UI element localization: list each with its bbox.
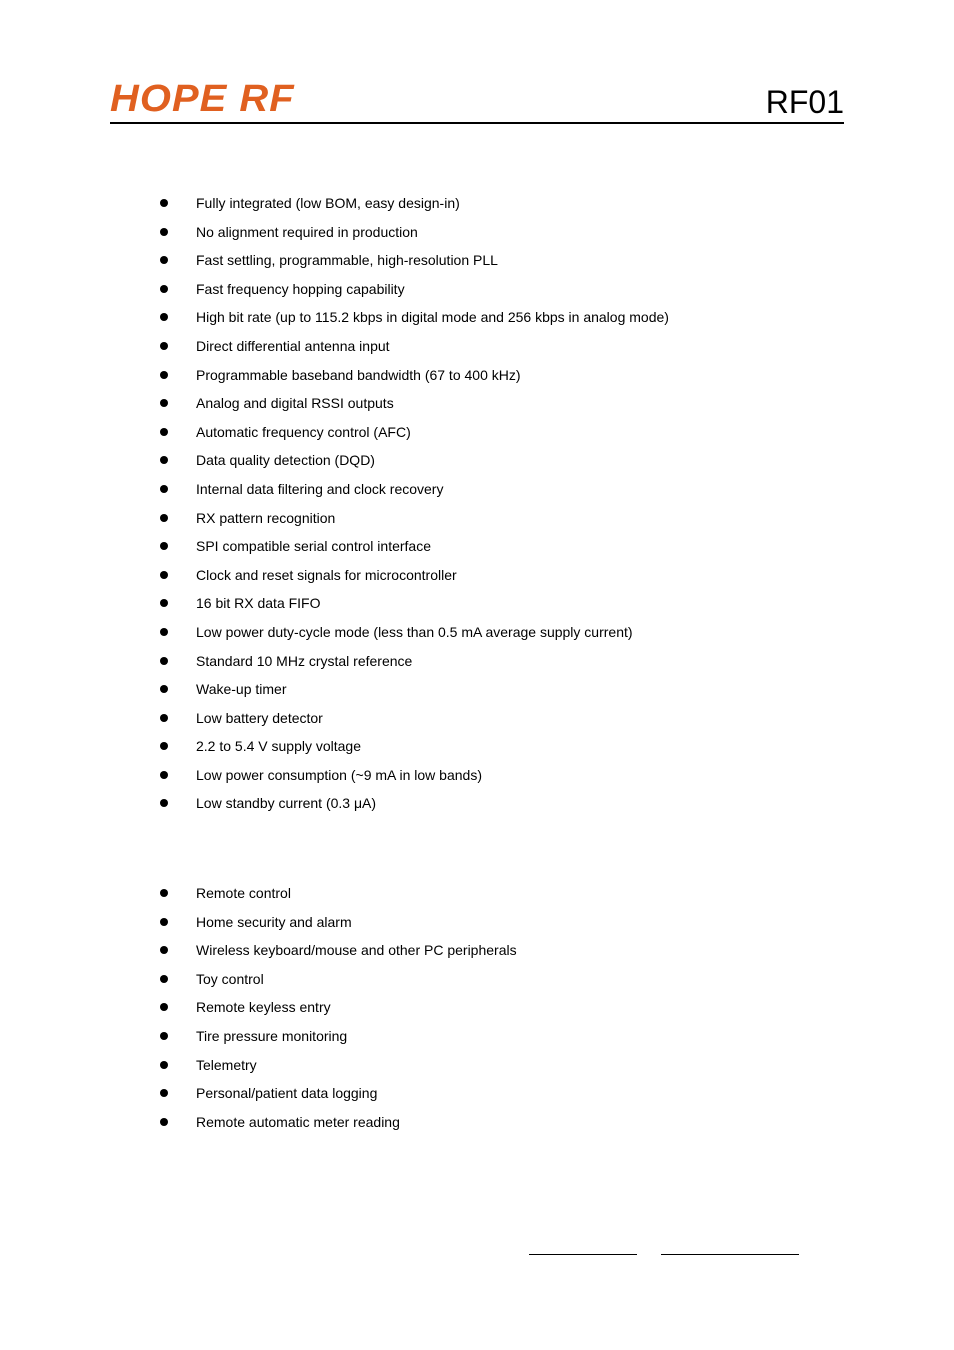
list-item: Telemetry (160, 1056, 844, 1076)
footer-rule-left (529, 1254, 637, 1255)
list-item: Standard 10 MHz crystal reference (160, 652, 844, 672)
list-item: Toy control (160, 970, 844, 990)
list-item: Fast frequency hopping capability (160, 280, 844, 300)
list-item: Tire pressure monitoring (160, 1027, 844, 1047)
page-header: HOPE RF RF01 (110, 80, 844, 124)
list-item: Internal data filtering and clock recove… (160, 480, 844, 500)
document-code: RF01 (766, 86, 844, 118)
list-item: Direct differential antenna input (160, 337, 844, 357)
list-item: Low standby current (0.3 μA) (160, 794, 844, 814)
list-item: Automatic frequency control (AFC) (160, 423, 844, 443)
page: HOPE RF RF01 Fully integrated (low BOM, … (0, 0, 954, 1350)
list-item: Personal/patient data logging (160, 1084, 844, 1104)
list-item: Remote automatic meter reading (160, 1113, 844, 1133)
list-item: RX pattern recognition (160, 509, 844, 529)
list-item: Analog and digital RSSI outputs (160, 394, 844, 414)
footer-rule-group (529, 1254, 799, 1255)
list-item: No alignment required in production (160, 223, 844, 243)
list-item: 2.2 to 5.4 V supply voltage (160, 737, 844, 757)
content-area: Fully integrated (low BOM, easy design-i… (110, 194, 844, 1132)
list-item: Low power duty-cycle mode (less than 0.5… (160, 623, 844, 643)
list-item: Remote keyless entry (160, 998, 844, 1018)
list-item: Low power consumption (~9 mA in low band… (160, 766, 844, 786)
list-item: Home security and alarm (160, 913, 844, 933)
brand-logo: HOPE RF (110, 80, 295, 118)
footer-rule-right (661, 1254, 799, 1255)
list-item: Wake-up timer (160, 680, 844, 700)
list-item: Fast settling, programmable, high-resolu… (160, 251, 844, 271)
list-item: Remote control (160, 884, 844, 904)
list-item: Wireless keyboard/mouse and other PC per… (160, 941, 844, 961)
list-item: Clock and reset signals for microcontrol… (160, 566, 844, 586)
list-item: Low battery detector (160, 709, 844, 729)
list-item: Programmable baseband bandwidth (67 to 4… (160, 366, 844, 386)
features-list: Fully integrated (low BOM, easy design-i… (160, 194, 844, 814)
list-item: Fully integrated (low BOM, easy design-i… (160, 194, 844, 214)
list-item: High bit rate (up to 115.2 kbps in digit… (160, 308, 844, 328)
applications-list: Remote control Home security and alarm Wir… (160, 884, 844, 1132)
list-item: SPI compatible serial control interface (160, 537, 844, 557)
list-item: 16 bit RX data FIFO (160, 594, 844, 614)
list-item: Data quality detection (DQD) (160, 451, 844, 471)
